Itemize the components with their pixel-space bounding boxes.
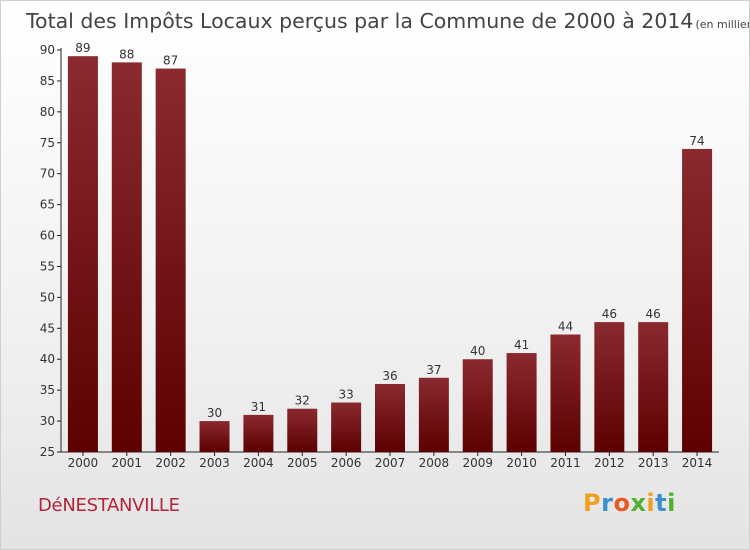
logo-letter: o	[613, 489, 631, 517]
proxiti-logo: Proxiti	[583, 489, 676, 517]
bar-2000	[67, 56, 98, 452]
x-tick-label-2007: 2007	[375, 456, 406, 470]
bar-2004	[243, 414, 274, 452]
x-tick-label-2010: 2010	[506, 456, 537, 470]
value-label-2011: 44	[558, 319, 573, 333]
chart-title-main: Total des Impôts Locaux perçus par la Co…	[25, 9, 693, 33]
x-tick-label-2005: 2005	[287, 456, 318, 470]
x-tick-label-2003: 2003	[199, 456, 230, 470]
x-tick-label-2004: 2004	[243, 456, 274, 470]
y-tick-label: 75	[40, 136, 55, 150]
axes: 25 30 35 40 45 50 55 60 65 70 75 80 85 90 2000 2001 2002…	[40, 43, 719, 470]
logo-letter: t	[655, 489, 668, 517]
x-tick-label-2002: 2002	[155, 456, 186, 470]
y-tick-label: 85	[40, 74, 55, 88]
x-tick-label-2011: 2011	[550, 456, 581, 470]
x-tick-label-2013: 2013	[638, 456, 669, 470]
bar-2005	[287, 408, 318, 452]
y-tick-label: 60	[40, 229, 55, 243]
x-tick-label-2014: 2014	[682, 456, 713, 470]
y-tick-label: 80	[40, 105, 55, 119]
bar-2007	[375, 383, 405, 452]
bars: 89 88 87 30 31 32 33 36 37 40 41 44 46 46 74	[67, 41, 713, 453]
bar-2002	[155, 68, 186, 453]
chart-subtitle: (en milliers d'€)	[695, 18, 749, 31]
value-label-2001: 88	[119, 47, 134, 61]
bar-2010	[506, 353, 537, 452]
value-label-2003: 30	[207, 406, 222, 420]
x-tick-label-2006: 2006	[331, 456, 362, 470]
bar-2001	[111, 62, 142, 452]
value-label-2002: 87	[163, 54, 178, 68]
x-tick-label-2000: 2000	[68, 456, 99, 470]
y-tick-label: 90	[40, 43, 55, 57]
x-tick-label-2012: 2012	[594, 456, 625, 470]
value-label-2009: 40	[470, 344, 485, 358]
logo-letter: r	[601, 489, 614, 517]
value-label-2000: 89	[75, 41, 90, 55]
bar-2012	[594, 322, 625, 452]
bar-2009	[462, 359, 493, 452]
y-tick-label: 50	[40, 290, 55, 304]
value-label-2014: 74	[689, 134, 704, 148]
y-tick-label: 25	[40, 445, 55, 459]
y-tick-label: 45	[40, 321, 55, 335]
value-label-2004: 31	[251, 400, 266, 414]
logo-letter: i	[646, 489, 656, 517]
bar-2013	[638, 322, 669, 452]
value-label-2007: 36	[382, 369, 397, 383]
y-tick-label: 70	[40, 167, 55, 181]
bar-2011	[550, 334, 581, 452]
value-label-2008: 37	[426, 363, 441, 377]
y-tick-label: 65	[40, 198, 55, 212]
logo-letter: P	[583, 489, 602, 517]
value-label-2013: 46	[646, 307, 661, 321]
value-label-2006: 33	[338, 388, 353, 402]
x-tick-label-2001: 2001	[112, 456, 143, 470]
commune-name: DéNESTANVILLE	[38, 495, 180, 516]
value-label-2012: 46	[602, 307, 617, 321]
bar-2008	[418, 377, 449, 452]
x-tick-label-2009: 2009	[462, 456, 493, 470]
logo-letter: i	[667, 489, 676, 517]
x-tick-label-2008: 2008	[419, 456, 450, 470]
logo-letter: x	[630, 489, 647, 517]
bar-2014	[682, 148, 713, 452]
y-tick-label: 30	[40, 414, 55, 428]
value-label-2005: 32	[295, 394, 310, 408]
y-tick-label: 55	[40, 259, 55, 273]
y-tick-label: 40	[40, 352, 55, 366]
bar-2003	[199, 421, 230, 452]
chart-title: Total des Impôts Locaux perçus par la Co…	[25, 9, 749, 33]
value-label-2010: 41	[514, 338, 529, 352]
y-tick-label: 35	[40, 383, 55, 397]
bar-2006	[331, 402, 362, 452]
